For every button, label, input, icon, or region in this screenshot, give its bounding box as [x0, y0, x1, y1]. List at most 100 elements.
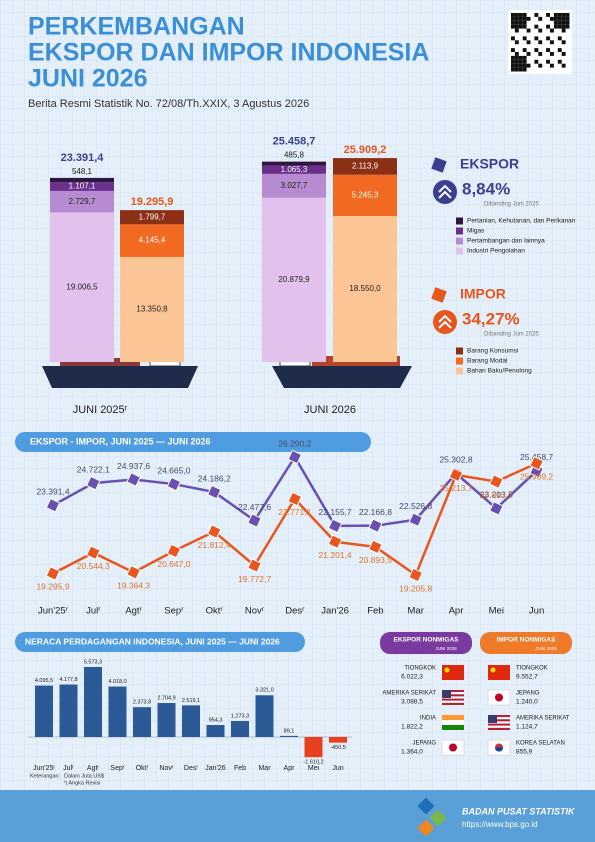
- qr-cell: [526, 52, 531, 56]
- qr-cell: [565, 24, 570, 29]
- qr-cell: [526, 28, 531, 33]
- flag-part: [488, 715, 510, 718]
- footer-org: BADAN PUSAT STATISTIK: [462, 806, 576, 816]
- value-label: 89,1: [284, 728, 295, 734]
- x-tick-label: Agtʳ: [125, 606, 142, 617]
- value-label: 24.186,2: [198, 473, 231, 483]
- flag-part: [488, 721, 510, 724]
- qr-cell: [514, 20, 519, 25]
- value-label: 25.458,7: [520, 452, 553, 462]
- point: [247, 558, 262, 573]
- x-tick-label: Julʳ: [86, 606, 101, 617]
- flag: [442, 715, 464, 730]
- x-tick-label: Feb: [367, 606, 383, 617]
- flag-part: [442, 700, 464, 703]
- point: [327, 518, 343, 534]
- qr-cell: [553, 13, 558, 17]
- point: [368, 518, 383, 533]
- legend-label: Barang Konsumsi: [467, 348, 518, 355]
- legend-title: IMPOR: [460, 286, 506, 302]
- qr-cell: [522, 36, 527, 41]
- flag-part: [488, 665, 510, 680]
- value-label: 19.772,7: [238, 574, 271, 584]
- value-label: 20.647,0: [157, 559, 190, 569]
- country-value: 1.822,2: [401, 724, 423, 731]
- qr-cell: [518, 59, 523, 64]
- x-tick-label: Novʳ: [159, 765, 173, 772]
- value-label: 24.722,1: [77, 464, 110, 474]
- value-label: 25.909,2: [520, 472, 553, 482]
- bar-segment: [262, 173, 326, 198]
- qr-cell: [511, 13, 515, 17]
- flag: [488, 665, 510, 680]
- panel-subtitle: JUNI 2026: [435, 646, 457, 651]
- segment-label: 2.729,7: [69, 197, 96, 206]
- point: [448, 467, 464, 483]
- value-label: 22.155,7: [319, 507, 352, 517]
- qr-cell: [550, 16, 554, 21]
- qr-cell: [511, 24, 515, 29]
- value-label: 22.166,8: [359, 507, 392, 517]
- change-value: 34,27%: [462, 309, 520, 328]
- point: [408, 567, 424, 583]
- flag: [488, 715, 510, 730]
- point: [287, 449, 303, 465]
- section-pill: [480, 632, 572, 654]
- point: [368, 539, 383, 555]
- flag-part: [442, 665, 464, 680]
- country-name: AMERIKA SERIKAT: [516, 716, 570, 722]
- qr-cell: [514, 28, 519, 33]
- country-name: TIONGKOK: [516, 666, 548, 672]
- change-value: 8,84%: [462, 179, 510, 198]
- legend-label: Industri Pengolahan: [467, 248, 525, 255]
- bar-segment: [333, 174, 397, 217]
- bar-segment: [333, 158, 397, 175]
- x-tick-label: Agtʳ: [87, 765, 100, 772]
- qr-cell: [522, 13, 527, 17]
- x-tick-label: Mei: [489, 606, 504, 617]
- qr-cell: [565, 20, 570, 25]
- x-tick-label: Jan'26: [205, 765, 226, 772]
- x-tick-label: Feb: [234, 765, 246, 772]
- note: Dalam Juta US$: [64, 773, 104, 779]
- flag-part: [442, 692, 464, 695]
- qr-cell: [526, 40, 531, 45]
- section-pill: [15, 432, 371, 452]
- flag: [442, 665, 464, 680]
- qr-cell: [511, 67, 515, 72]
- qr-cell: [522, 67, 527, 72]
- x-tick-label: Jun: [332, 765, 343, 772]
- note: ʳ) Angka Revisi: [64, 779, 100, 786]
- value-label: 5.573,3: [84, 659, 102, 665]
- legend-swatch: [456, 237, 463, 245]
- section-title: EKSPOR - IMPOR, JUNI 2025 — JUNI 2026: [30, 436, 211, 446]
- point: [488, 501, 504, 516]
- country-name: JEPANG: [516, 691, 540, 697]
- qr-cell: [557, 16, 562, 21]
- qr-cell: [550, 28, 554, 33]
- bar: [182, 705, 200, 737]
- legend-swatch: [456, 227, 463, 235]
- point: [45, 497, 61, 513]
- value-label: 4.018,0: [108, 679, 126, 685]
- flag-part: [442, 702, 464, 705]
- value-label: 24.937,6: [117, 461, 150, 471]
- country-name: AMERIKA SERIKAT: [382, 691, 436, 697]
- legend-label: Migas: [467, 228, 485, 235]
- value-label: 24.665,0: [157, 465, 190, 475]
- x-tick-label: Mar: [408, 606, 424, 617]
- qr-cell: [550, 40, 554, 45]
- qr-code: [508, 10, 572, 74]
- country-value: 1.124,7: [516, 724, 538, 731]
- qr-cell: [553, 16, 558, 21]
- value-label: 20.893,5: [359, 555, 392, 565]
- qr-cell: [557, 24, 562, 29]
- bar-segment: [50, 212, 114, 362]
- flag: [442, 690, 464, 705]
- point: [247, 513, 262, 528]
- flag-part: [442, 690, 451, 698]
- qr-cell: [514, 67, 519, 72]
- flag: [441, 739, 465, 756]
- qr-cell: [561, 13, 566, 17]
- qr-cell: [565, 13, 570, 17]
